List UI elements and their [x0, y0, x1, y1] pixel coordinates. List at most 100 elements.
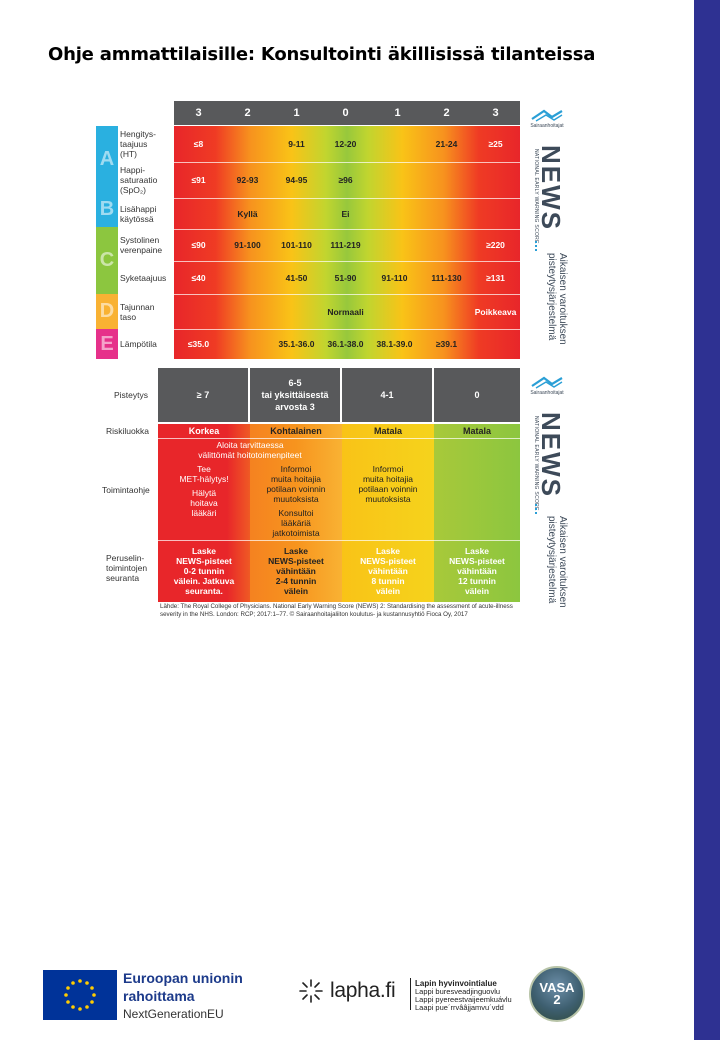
- letter-c: C: [96, 227, 118, 294]
- monitoring-high: Laske NEWS-pisteet 0-2 tunnin välein. Ja…: [173, 546, 235, 596]
- monitoring-medium: Laske NEWS-pisteet vähintään 2-4 tunnin …: [268, 546, 324, 596]
- score-header-zero: 0: [434, 368, 520, 422]
- cell-temp-3: ≤35.0: [187, 339, 210, 349]
- letter-e: E: [96, 329, 118, 359]
- vasa-number: 2: [553, 992, 561, 1007]
- score-header-cell: 0: [342, 107, 349, 119]
- column-high-bg: [158, 424, 250, 602]
- cell-ht-0: 12-20: [334, 139, 357, 149]
- lapha-line-2: Lappi buresveadjinguovlu: [415, 987, 501, 996]
- row-label-temperature: Lämpötila: [120, 339, 157, 349]
- score-header-medium: 6-5 tai yksittäisestä arvosta 3: [250, 368, 340, 422]
- row-divider: [118, 162, 520, 163]
- cell-hr-3-high: ≥131: [486, 272, 505, 283]
- eu-line-2: rahoittama: [123, 988, 195, 1004]
- risk-low: Matala: [373, 426, 402, 436]
- score-header-cell: 1: [293, 107, 300, 119]
- cell-temp-0: 36.1-38.0: [327, 339, 364, 349]
- news-subtitle: NATIONAL EARLY WARNING SCORE: [533, 416, 539, 511]
- eu-funding-text: Euroopan unionin rahoittama NextGenerati…: [123, 969, 243, 1023]
- row-label-respiration: Hengitys- taajuus (HT): [120, 129, 156, 159]
- row-label-consciousness: Tajunnan taso: [120, 301, 155, 322]
- cell-temp-1-low: 35.1-36.0: [278, 339, 315, 349]
- row-label-oxygen-saturation: Happi- saturaatio (SpO₂): [120, 165, 158, 195]
- dotted-divider: [535, 241, 537, 251]
- risk-high: Korkea: [188, 426, 220, 436]
- monitoring-low: Laske NEWS-pisteet vähintään 8 tunnin vä…: [360, 546, 416, 596]
- news-logo-side-1: Sairaanhoitajat NEWS NATIONAL EARLY WARN…: [522, 101, 572, 359]
- lapha-name: lapha.fi: [330, 979, 396, 1002]
- cell-temp-1-high: 38.1-39.0: [376, 339, 413, 349]
- row-divider: [118, 229, 520, 230]
- cell-ht-3-high: ≥25: [488, 139, 503, 149]
- cell-ht-2-high: 21-24: [435, 139, 458, 149]
- cell-hr-0: 51-90: [334, 272, 357, 283]
- row-label-supplemental-oxygen: Lisähappi käytössä: [120, 203, 157, 224]
- row-label-risk: Riskiluokka: [106, 426, 149, 436]
- score-header-cell: 1: [394, 107, 401, 119]
- news-logo-side-2: Sairaanhoitajat NEWS NATIONAL EARLY WARN…: [522, 372, 572, 608]
- action-medium-consult: Konsultoi lääkäriä jatkotoimista: [272, 508, 320, 538]
- cell-hr-3-low: ≤40: [191, 272, 206, 283]
- row-label-systolic-bp: Systolinen verenpaine: [120, 235, 163, 255]
- sairaanhoitajat-logo-icon: [531, 109, 563, 122]
- source-citation: Lähde: The Royal College of Physicians. …: [160, 603, 513, 618]
- category-letters: A B C D E: [96, 126, 118, 359]
- risk-zero: Matala: [462, 426, 491, 436]
- row-label-scoring: Pisteytys: [114, 390, 149, 400]
- action-high-met: Tee MET-hälytys!: [179, 464, 229, 484]
- cell-bp-3-high: ≥220: [486, 240, 505, 250]
- score-header-cell: 2: [443, 107, 450, 119]
- org-name: Sairaanhoitajat: [530, 123, 564, 129]
- cell-temp-2-high: ≥39.1: [435, 339, 458, 349]
- risk-medium: Kohtalainen: [270, 426, 322, 436]
- sairaanhoitajat-logo-icon: [531, 376, 563, 389]
- page-title: Ohje ammattilaisille: Konsultointi äkill…: [48, 44, 596, 65]
- response-table: Pisteytys ≥ 7 6-5 tai yksittäisestä arvo…: [96, 368, 520, 602]
- lapha-line-1: Lapin hyvinvointialue: [415, 979, 497, 988]
- action-medium-inform: Informoi muita hoitajia potilaan voinnin…: [266, 464, 326, 504]
- news-subtitle: NATIONAL EARLY WARNING SCORE: [533, 149, 539, 244]
- vasa-title: VASA: [539, 980, 575, 995]
- action-banner: Aloita tarvittaessa välittömät hoitotoim…: [198, 440, 302, 460]
- score-header-cell: 2: [244, 107, 251, 119]
- cell-consciousness-normal: Normaali: [327, 306, 364, 317]
- vasa-logo: VASA 2: [529, 966, 585, 1022]
- cell-spo2-0: ≥96: [338, 175, 353, 185]
- score-header-row: 3 2 1 0 1 2 3: [174, 101, 520, 125]
- lapha-logo: lapha.fi: [296, 976, 396, 1006]
- letter-d: D: [96, 294, 118, 329]
- news-fi-text: Aikaisen varoituksen pisteytysjärjestelm…: [546, 516, 568, 608]
- lapha-subtext: Lapin hyvinvointialue Lappi buresveadjin…: [415, 980, 512, 1012]
- cell-bp-3-low: ≤90: [191, 240, 206, 250]
- org-name: Sairaanhoitajat: [530, 390, 564, 396]
- cell-spo2-3: ≤91: [191, 175, 206, 185]
- right-accent-bar: [694, 0, 720, 1040]
- column-zero-bg: [434, 424, 520, 602]
- letter-a: A: [96, 126, 118, 192]
- score-header-high: ≥ 7: [158, 368, 248, 422]
- row-divider: [118, 261, 520, 262]
- cell-ht-1-low: 9-11: [288, 139, 305, 149]
- cell-bp-1: 101-110: [281, 240, 312, 250]
- cell-spo2-1: 94-95: [285, 175, 308, 185]
- row-label-heart-rate: Syketaajuus: [120, 272, 167, 283]
- lapha-divider: [410, 978, 411, 1010]
- cell-hr-2-high: 111-130: [431, 272, 462, 283]
- row-divider: [118, 329, 520, 330]
- news-wordmark: NEWS: [536, 145, 566, 231]
- sun-rays-icon: [299, 979, 323, 1003]
- row-label-action: Toimintaohje: [102, 485, 150, 495]
- action-high-call-doctor: Hälytä hoitava lääkäri: [190, 488, 218, 518]
- action-low-inform: Informoi muita hoitajia potilaan voinnin…: [358, 464, 418, 504]
- score-header-low: 4-1: [342, 368, 432, 422]
- eu-line-1: Euroopan unionin: [123, 970, 243, 986]
- eu-stars-icon: [64, 979, 96, 1011]
- row-divider: [118, 294, 520, 295]
- cell-consciousness-abnormal: Poikkeava: [474, 306, 517, 317]
- lapha-line-4: Laapi pue´rrvââjjamvu´vdd: [415, 1003, 504, 1012]
- cell-bp-0: 111-219: [330, 240, 361, 250]
- column-medium-bg: [250, 424, 342, 602]
- row-divider: [118, 198, 520, 199]
- eu-flag-icon: [43, 970, 117, 1020]
